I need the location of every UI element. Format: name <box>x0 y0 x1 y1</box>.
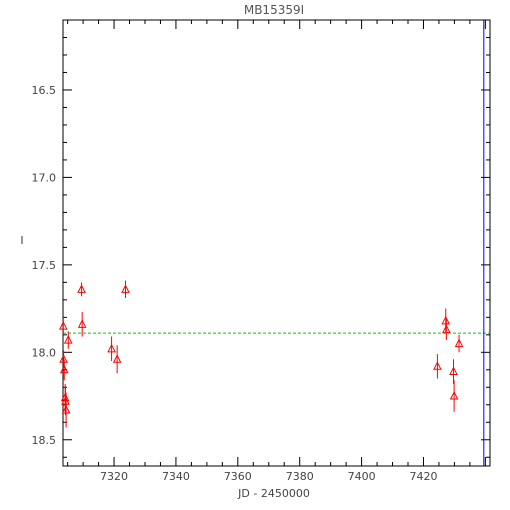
data-point <box>442 324 451 334</box>
data-point <box>107 343 116 353</box>
reference-layer <box>63 20 490 466</box>
data-point <box>454 338 464 348</box>
y-axis-label: I <box>20 234 23 247</box>
data-point <box>59 364 69 374</box>
data-point <box>61 396 70 405</box>
y-tick-label: 18.0 <box>32 346 57 359</box>
data-point <box>59 354 68 363</box>
y-tick-label: 17.0 <box>32 171 57 184</box>
data-layer <box>59 280 464 428</box>
data-point <box>59 320 68 330</box>
x-axis-label: JD - 2450000 <box>237 487 310 500</box>
x-tick-label: 7400 <box>348 470 376 483</box>
data-point <box>77 284 86 293</box>
y-tick-label: 17.5 <box>32 259 57 272</box>
data-point <box>63 334 73 344</box>
chart-title: MB15359I <box>244 3 304 17</box>
x-tick-label: 7340 <box>162 470 190 483</box>
data-point <box>441 315 451 325</box>
data-point <box>121 284 130 293</box>
x-tick-label: 7320 <box>100 470 128 483</box>
x-tick-label: 7380 <box>286 470 314 483</box>
data-point <box>112 354 122 363</box>
y-tick-label: 16.5 <box>32 84 57 97</box>
plot-frame <box>62 19 491 467</box>
data-point <box>449 366 458 376</box>
data-point <box>433 361 442 370</box>
data-point <box>77 319 87 328</box>
x-tick-label: 7360 <box>224 470 252 483</box>
axes-layer: 7320 7340 7360 7380 7400 7420 16.5 17.0 17.5 18.0… <box>32 19 491 483</box>
data-point <box>61 404 71 414</box>
data-point <box>449 390 459 400</box>
x-tick-label: 7420 <box>409 470 437 483</box>
y-tick-label: 18.5 <box>32 434 57 447</box>
